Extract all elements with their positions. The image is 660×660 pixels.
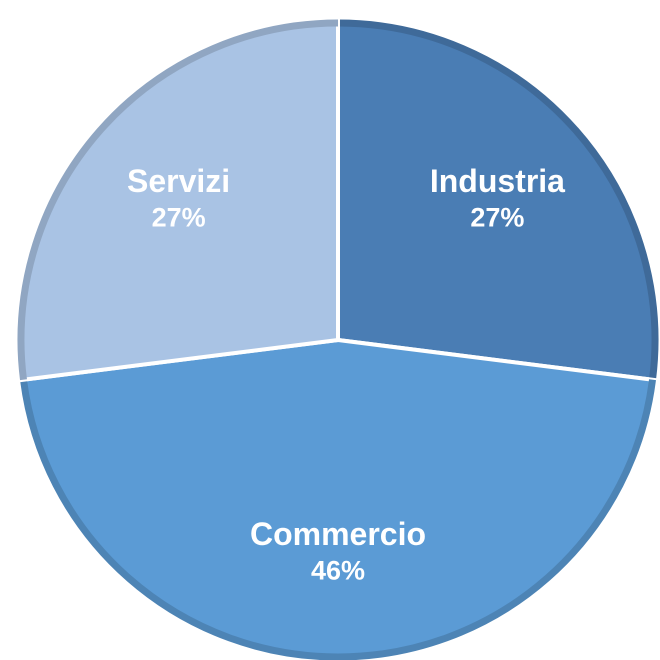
slice-border xyxy=(20,379,656,660)
pie-slice xyxy=(336,16,660,383)
pie-slice xyxy=(14,16,340,383)
slice-label: Servizi xyxy=(127,163,230,199)
slice-value: 27% xyxy=(470,203,524,233)
slice-border xyxy=(17,19,339,381)
slice-value: 27% xyxy=(152,203,206,233)
slice-label: Industria xyxy=(430,163,565,199)
pie-slice xyxy=(16,338,660,660)
slice-label: Commercio xyxy=(250,516,426,552)
slice-value: 46% xyxy=(311,556,365,586)
slice-border xyxy=(337,19,659,381)
